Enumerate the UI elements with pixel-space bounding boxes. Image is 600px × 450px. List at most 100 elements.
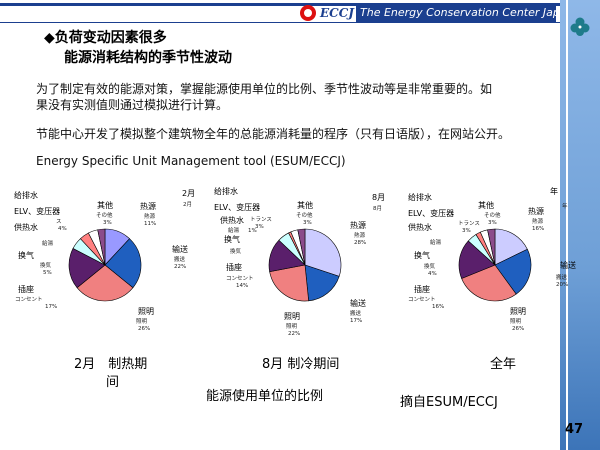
slide-subtitle: 能源消耗结构的季节性波动	[64, 50, 232, 66]
label-trans-jp-feb: 搬送	[174, 257, 186, 263]
label-other-pct-year: 3%	[488, 220, 497, 226]
label-hw-aug: 供热水	[220, 216, 244, 225]
label-light-pct-feb: 26%	[138, 326, 151, 332]
label-heat-pct-feb: 11%	[144, 221, 157, 227]
label-trans-year: 输送	[560, 261, 576, 270]
label-vent-feb: 换气	[18, 251, 34, 260]
pie-slice-0-1	[104, 238, 142, 289]
label-month-small-year: 年	[562, 204, 568, 210]
paragraph-1-line-2: 果没有实测值则通过模拟进行计算。	[36, 98, 229, 112]
label-hw-year: 供热水	[408, 223, 432, 232]
label-month-year: 年	[550, 187, 558, 196]
org-name-box	[356, 4, 556, 22]
label-trans-feb: 输送	[172, 245, 188, 254]
label-outlet-jp-feb: コンセント	[15, 297, 43, 303]
caption-year: 全年	[490, 357, 517, 372]
right-decor-line	[566, 0, 568, 450]
label-outlet-pct-year: 16%	[432, 304, 445, 310]
paragraph-1-line-1: 为了制定有效的能源对策，掌握能源使用单位的比例、季节性波动等是非常重要的。如	[36, 82, 493, 96]
label-heat-jp-aug: 熱源	[354, 233, 366, 239]
label-vent-pct-year: 4%	[428, 271, 437, 277]
label-elv-year: ELV、变压器	[408, 209, 455, 218]
label-other-aug: 其他	[297, 201, 313, 210]
label-hw-jp-feb: 給湯	[42, 241, 54, 247]
label-light-year: 照明	[510, 307, 526, 316]
label-pre-aug: 给排水	[214, 187, 238, 196]
pie-svg-aug	[268, 228, 342, 302]
pie-slice-2-3	[458, 240, 496, 279]
label-heat-feb: 热源	[140, 202, 156, 211]
label-month-aug: 8月	[372, 193, 386, 202]
label-other-year: 其他	[478, 201, 494, 210]
pie-slice-1-1	[304, 264, 340, 302]
label-elv-aug: ELV、变压器	[214, 203, 261, 212]
label-trans-jp-year: 搬送	[556, 275, 568, 281]
label-heat-jp-year: 熱源	[532, 219, 544, 225]
label-outlet-jp-aug: コンセント	[226, 276, 254, 282]
caption-source: 摘自ESUM/ECCJ	[400, 395, 498, 410]
label-heat-aug: 热源	[350, 221, 366, 230]
caption-ratio: 能源使用单位的比例	[206, 389, 324, 404]
label-outlet-aug: 插座	[226, 263, 242, 272]
label-elv-pct-feb: 4%	[58, 226, 67, 232]
label-light-pct-aug: 22%	[288, 331, 301, 337]
label-vent-year: 换气	[414, 251, 430, 260]
caption-feb-line-2: 间	[106, 375, 120, 390]
label-elv-feb: ELV、变压器	[14, 207, 61, 216]
org-name: The Energy Conservation Center Japan	[360, 6, 574, 19]
label-trans-jp-aug: 搬送	[350, 311, 362, 317]
label-hw-feb: 供热水	[14, 223, 38, 232]
tool-name: Energy Specific Unit Management tool (ES…	[36, 154, 346, 168]
label-pre-year: 给排水	[408, 193, 432, 202]
label-trans-pct-year: 20%	[556, 282, 569, 288]
pie-chart-aug: 给排水 其他 その他 3% 热源 熱源 28% 8月 8月 ELV、变压器 トラ…	[200, 185, 385, 337]
eccj-logo-icon	[300, 5, 316, 21]
pie-slice-1-2	[269, 264, 309, 302]
label-other-jp-aug: その他	[296, 213, 313, 219]
pie-chart-feb: 给排水 其他 その他 3% 热源 熱源 11% 2月 2月 ELV、变压器 ス …	[0, 185, 195, 335]
label-month-small-aug: 8月	[373, 206, 382, 212]
header-rule-bottom	[0, 22, 560, 23]
pie-slice-0-2	[76, 264, 134, 302]
pie-slice-1-0	[304, 228, 342, 277]
pie-slice-0-7	[97, 228, 106, 266]
label-other-feb: 其他	[97, 201, 113, 210]
label-hw-jp-aug: 給湯	[228, 228, 240, 234]
label-light-feb: 照明	[138, 307, 154, 316]
pie-slice-1-7	[297, 228, 306, 266]
pie-svg-year	[458, 228, 532, 302]
label-month-feb: 2月	[182, 189, 196, 198]
label-vent-pct-feb: 5%	[43, 270, 52, 276]
title-bullet-icon: ◆	[44, 30, 55, 46]
label-light-jp-aug: 照明	[286, 324, 298, 330]
label-light-jp-feb: 照明	[136, 319, 148, 325]
label-other-jp-year: その他	[484, 213, 501, 219]
caption-aug: 8月 制冷期间	[262, 357, 340, 372]
label-outlet-pct-feb: 17%	[45, 304, 58, 310]
pie-slice-2-7	[487, 228, 496, 266]
label-elv-pct-year: 3%	[462, 228, 471, 234]
label-light-aug: 照明	[284, 312, 300, 321]
pie-slice-2-1	[494, 248, 532, 295]
label-vent-jp-aug: 換気	[230, 249, 242, 255]
label-other-jp-feb: その他	[96, 213, 113, 219]
label-outlet-jp-year: コンセント	[408, 297, 436, 303]
pie-slice-2-0	[494, 228, 528, 266]
label-heat-jp-feb: 熱源	[144, 214, 156, 220]
label-other-pct-feb: 3%	[103, 220, 112, 226]
pie-slice-2-2	[461, 264, 517, 302]
eccj-logo-text: ECCJ	[320, 6, 354, 20]
pie-chart-year: 给排水 其他 その他 3% 热源 熱源 16% 年 年 ELV、变压器 トランス…	[400, 185, 580, 335]
label-heat-year: 热源	[528, 207, 544, 216]
label-heat-pct-year: 16%	[532, 226, 545, 232]
label-trans-aug: 输送	[350, 299, 366, 308]
label-outlet-pct-aug: 14%	[236, 283, 249, 289]
header-rule-top	[0, 3, 560, 6]
paragraph-2: 节能中心开发了模拟整个建筑物全年的总能源消耗量的程序（只有日语版），在网站公开。	[36, 127, 511, 141]
caption-feb-line-1: 2月 制热期	[74, 357, 148, 372]
label-heat-pct-aug: 28%	[354, 240, 367, 246]
pie-slice-0-3	[68, 248, 106, 289]
label-trans-pct-aug: 17%	[350, 318, 363, 324]
page-number: 47	[565, 422, 584, 437]
label-month-small-feb: 2月	[183, 202, 192, 208]
